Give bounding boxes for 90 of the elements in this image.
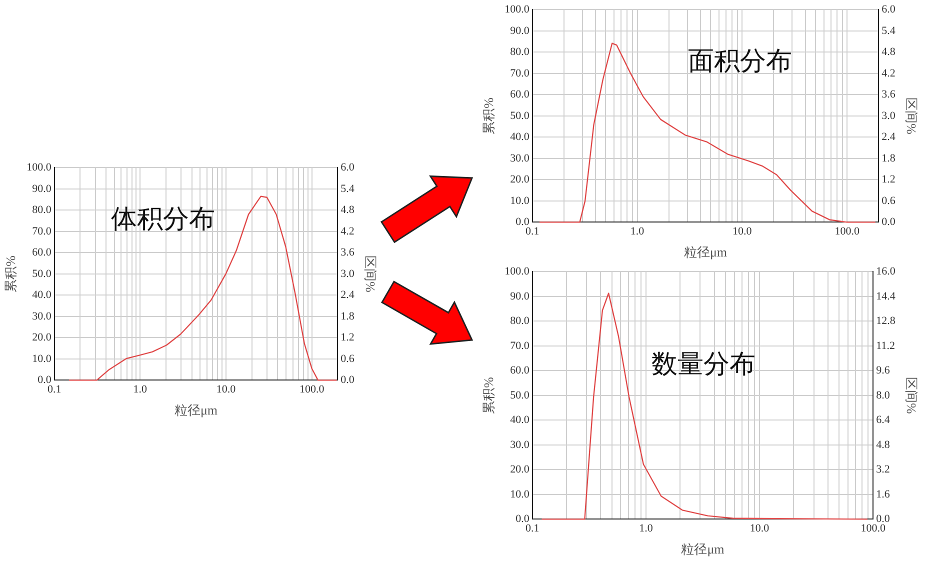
y2-tick-label: 0.0	[340, 374, 355, 386]
y-tick-label: 60.0	[510, 88, 530, 101]
y2-axis-title: 区间%	[904, 97, 919, 134]
y-tick-label: 10.0	[32, 352, 52, 365]
y2-tick-label: 4.8	[876, 438, 890, 451]
y-tick-label: 70.0	[510, 340, 530, 352]
y-tick-label: 60.0	[510, 364, 530, 377]
y-tick-label: 30.0	[510, 152, 530, 164]
x-tick-label: 100.0	[299, 384, 325, 396]
y2-tick-label: 2.4	[340, 289, 355, 302]
annotation: 面积分布	[688, 46, 792, 76]
y-tick-label: 10.0	[510, 488, 530, 500]
y-tick-label: 100.0	[504, 265, 530, 278]
y2-tick-label: 8.0	[876, 389, 890, 402]
x-tick-label: 0.1	[525, 226, 540, 238]
y2-tick-label: 3.0	[882, 110, 896, 122]
y-axis-title: 累积%	[481, 97, 496, 134]
y2-tick-label: 11.2	[876, 340, 895, 352]
y2-tick-label: 16.0	[876, 265, 896, 278]
y2-tick-label: 5.4	[882, 24, 896, 37]
y2-tick-label: 3.2	[876, 464, 890, 476]
x-tick-label: 1.0	[639, 522, 654, 535]
x-axis-title: 粒径μm	[681, 542, 724, 557]
y-tick-label: 30.0	[510, 438, 530, 451]
annotation: 数量分布	[652, 350, 756, 379]
y-tick-label: 90.0	[32, 182, 52, 195]
y-axis-title: 累积%	[3, 255, 18, 292]
y2-axis-title: 区间%	[904, 376, 919, 414]
y2-tick-label: 1.8	[882, 152, 896, 164]
x-tick-label: 0.1	[525, 522, 540, 535]
y-tick-label: 20.0	[510, 174, 530, 186]
y2-tick-label: 4.2	[340, 225, 354, 238]
x-tick-label: 10.0	[732, 226, 752, 238]
y-tick-label: 60.0	[32, 246, 52, 259]
y-tick-label: 100.0	[504, 3, 530, 16]
y-tick-label: 100.0	[26, 161, 52, 174]
y2-tick-label: 2.4	[882, 131, 896, 144]
y-tick-label: 30.0	[32, 310, 52, 322]
y-tick-label: 10.0	[510, 194, 530, 207]
y2-tick-label: 3.0	[340, 268, 355, 280]
y2-tick-label: 4.8	[340, 204, 355, 216]
y2-tick-label: 3.6	[340, 246, 355, 259]
y2-tick-label: 1.2	[882, 174, 896, 186]
x-axis-title: 粒径μm	[684, 244, 728, 260]
y2-tick-label: 12.8	[876, 315, 896, 328]
x-tick-label: 0.1	[47, 384, 62, 396]
y-tick-label: 40.0	[32, 289, 52, 302]
y2-tick-label: 4.8	[882, 46, 896, 58]
y-tick-label: 0.0	[516, 513, 530, 526]
y-tick-label: 0.0	[38, 374, 52, 386]
y-tick-label: 90.0	[510, 24, 530, 37]
y2-tick-label: 0.0	[882, 216, 896, 228]
y2-tick-label: 0.0	[876, 513, 890, 526]
y-tick-label: 40.0	[510, 131, 530, 144]
y-tick-label: 90.0	[510, 290, 530, 302]
y2-tick-label: 1.2	[340, 332, 354, 344]
y2-tick-label: 1.8	[340, 310, 355, 322]
y2-tick-label: 6.0	[340, 161, 355, 174]
x-tick-label: 10.0	[216, 384, 236, 396]
x-tick-label: 1.0	[133, 384, 148, 396]
y2-tick-label: 6.4	[876, 414, 890, 426]
x-axis-title: 粒径μm	[174, 402, 218, 418]
y2-tick-label: 0.6	[340, 352, 355, 365]
y-tick-label: 70.0	[510, 67, 530, 80]
y2-tick-label: 5.4	[340, 182, 355, 195]
y2-tick-label: 0.6	[882, 194, 896, 207]
annotation: 体积分布	[111, 204, 216, 234]
x-tick-label: 10.0	[750, 522, 770, 535]
y2-tick-label: 4.2	[882, 67, 896, 80]
x-tick-label: 1.0	[630, 226, 645, 238]
y-axis-title: 累积%	[481, 376, 496, 414]
y2-tick-label: 3.6	[882, 88, 896, 101]
y-tick-label: 80.0	[510, 315, 530, 328]
y-tick-label: 80.0	[32, 204, 52, 216]
y-tick-label: 50.0	[510, 389, 530, 402]
y2-axis-title: 区间%	[362, 255, 378, 292]
y-tick-label: 80.0	[510, 46, 530, 58]
y-tick-label: 40.0	[510, 414, 530, 426]
x-tick-label: 100.0	[834, 226, 860, 238]
y-tick-label: 20.0	[510, 464, 530, 476]
x-tick-label: 100.0	[860, 522, 886, 535]
y-tick-label: 20.0	[32, 332, 52, 344]
y2-tick-label: 14.4	[876, 290, 896, 302]
y-tick-label: 50.0	[32, 268, 52, 280]
y-tick-label: 70.0	[32, 225, 52, 238]
y2-tick-label: 9.6	[876, 364, 890, 377]
y2-tick-label: 1.6	[876, 488, 890, 500]
y-tick-label: 0.0	[516, 216, 530, 228]
y2-tick-label: 6.0	[882, 3, 896, 16]
y-tick-label: 50.0	[510, 110, 530, 122]
